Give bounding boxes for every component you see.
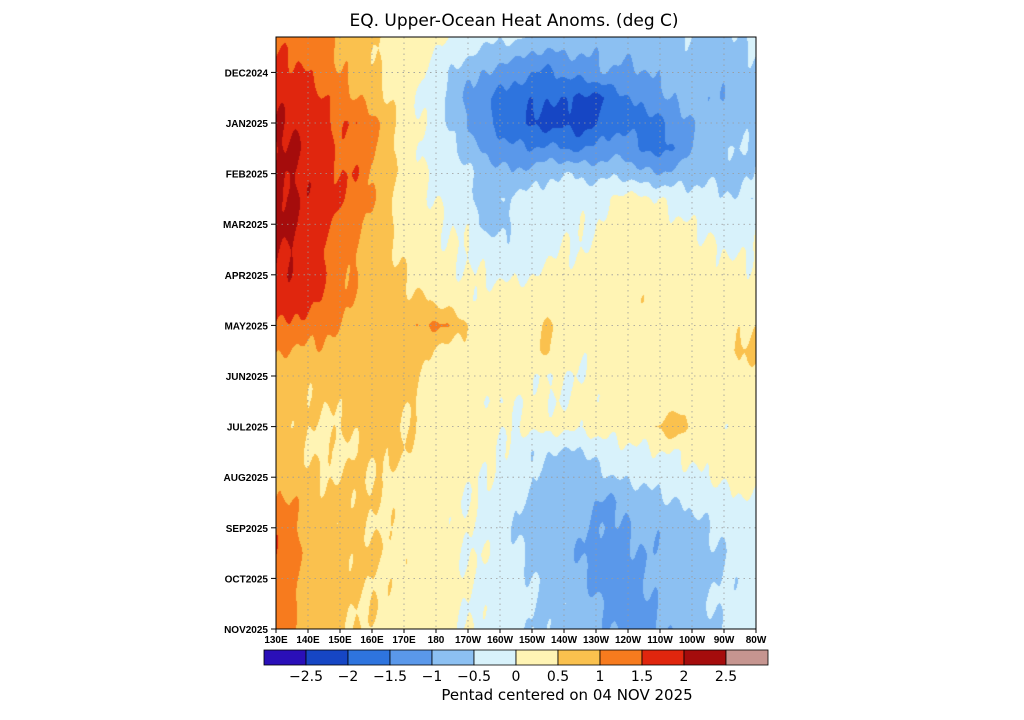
colorbar-swatch — [431, 649, 475, 666]
x-tick-label: 130W — [583, 635, 610, 646]
colorbar-label: 0 — [512, 669, 521, 685]
x-tick-label: 140E — [296, 635, 320, 646]
colorbar-swatch — [473, 649, 517, 666]
x-tick-label: 140W — [551, 635, 578, 646]
colorbar-label: 1.5 — [631, 669, 653, 685]
colorbar-label: 0.5 — [547, 669, 569, 685]
x-tick-label: 90W — [714, 635, 735, 646]
x-tick-label: 100W — [679, 635, 706, 646]
y-tick-label: NOV2025 — [224, 625, 268, 636]
colorbar-labels: −2.5 −2 −1.5 −1 −0.5 0 0.5 1 1.5 2 2.5 — [289, 669, 737, 685]
heatmap-field — [276, 37, 756, 629]
y-tick-label: APR2025 — [225, 271, 269, 282]
x-tick-label: 150W — [519, 635, 546, 646]
y-tick-label: JUN2025 — [226, 372, 269, 383]
x-tick-label: 150E — [328, 635, 352, 646]
colorbar-swatch — [557, 649, 601, 666]
colorbar-label: −1 — [422, 669, 443, 685]
y-axis: DEC2024 JAN2025 FEB2025 MAR2025 APR2025 MAY20… — [223, 68, 276, 636]
colorbar-swatch — [641, 649, 685, 666]
y-tick-label: SEP2025 — [226, 524, 269, 535]
x-tick-label: 110W — [647, 635, 673, 646]
colorbar-swatch — [263, 649, 307, 666]
y-tick-label: JUL2025 — [227, 423, 269, 434]
x-axis: 130E 140E 150E 160E 170E 180 170W 160W 150W 140W 1… — [264, 629, 767, 646]
x-tick-label: 170W — [455, 635, 482, 646]
x-tick-label: 120W — [615, 635, 642, 646]
colorbar-swatch — [515, 649, 559, 666]
colorbar-swatch — [725, 649, 769, 666]
x-tick-label: 80W — [746, 635, 767, 646]
colorbar-label: 2 — [680, 669, 689, 685]
colorbar-label: −2.5 — [289, 669, 323, 685]
x-tick-label: 130E — [264, 635, 288, 646]
y-tick-label: MAR2025 — [223, 220, 268, 231]
x-tick-label: 180 — [428, 635, 445, 646]
y-tick-label: OCT2025 — [225, 574, 269, 585]
colorbar-swatch — [599, 649, 643, 666]
plot-frame — [275, 36, 757, 630]
x-tick-label: 160W — [487, 635, 514, 646]
y-tick-label: MAY2025 — [224, 321, 268, 332]
x-tick-label: 160E — [360, 635, 384, 646]
colorbar-label: −1.5 — [373, 669, 407, 685]
colorbar-swatch — [305, 649, 349, 666]
colorbar — [263, 649, 769, 666]
colorbar-label: 1 — [596, 669, 605, 685]
colorbar-label: 2.5 — [715, 669, 737, 685]
x-tick-label: 170E — [392, 635, 416, 646]
colorbar-swatch — [683, 649, 727, 666]
colorbar-label: −0.5 — [457, 669, 491, 685]
y-tick-label: AUG2025 — [224, 473, 269, 484]
colorbar-label: −2 — [338, 669, 359, 685]
chart-title: EQ. Upper-Ocean Heat Anoms. (deg C) — [349, 11, 678, 31]
y-tick-label: DEC2024 — [225, 68, 269, 79]
y-tick-label: JAN2025 — [226, 119, 269, 130]
footnote: Pentad centered on 04 NOV 2025 — [441, 686, 692, 704]
y-tick-label: FEB2025 — [226, 170, 269, 181]
colorbar-swatch — [389, 649, 433, 666]
colorbar-swatch — [347, 649, 391, 666]
